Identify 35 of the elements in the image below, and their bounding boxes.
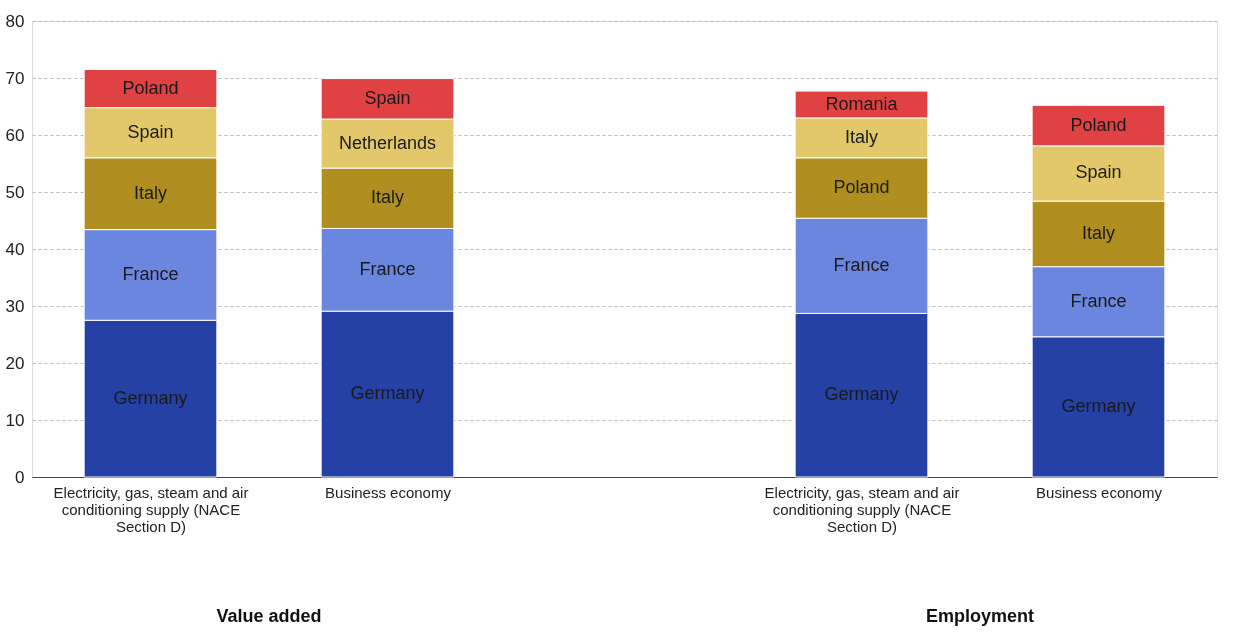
data-label: Italy	[1081, 222, 1116, 243]
x-tick-label: Business economy	[325, 483, 452, 501]
y-tick-label: 40	[5, 239, 25, 259]
data-label: Italy	[844, 126, 879, 147]
y-tick-label: 10	[5, 410, 25, 430]
data-label: Poland	[1070, 114, 1127, 135]
data-label: Italy	[133, 182, 168, 203]
data-label: Germany	[113, 387, 188, 408]
data-label: France	[833, 254, 890, 275]
x-tick-label: Electricity, gas, steam and air conditioning supply (NACE Section D)	[764, 483, 960, 535]
data-label: Italy	[370, 187, 405, 208]
data-label: France	[359, 258, 416, 279]
y-tick-label: 30	[5, 296, 25, 316]
y-tick-label: 70	[5, 68, 25, 88]
data-label: Germany	[1061, 395, 1136, 416]
text: Employment	[925, 606, 1035, 626]
y-tick-label: 20	[5, 353, 25, 373]
data-label: Germany	[824, 384, 899, 405]
data-label: Netherlands	[338, 132, 437, 153]
data-label: Spain	[364, 87, 411, 108]
data-label: Germany	[350, 383, 425, 404]
y-tick-label: 0	[15, 467, 25, 487]
data-label: Romania	[825, 93, 899, 114]
x-tick-label: Business economy	[1036, 483, 1163, 501]
data-label: France	[122, 263, 179, 284]
data-label: Spain	[127, 121, 174, 142]
y-tick-label: 50	[5, 182, 25, 202]
data-label: Poland	[833, 177, 890, 198]
text: Value added	[216, 606, 322, 626]
data-label: Spain	[1075, 162, 1122, 183]
y-tick-label: 80	[5, 11, 25, 31]
data-label: France	[1070, 290, 1127, 311]
x-tick-label: Electricity, gas, steam and air conditioning supply (NACE Section D)	[53, 483, 249, 535]
y-tick-label: 60	[5, 125, 25, 145]
data-label: Poland	[122, 77, 179, 98]
